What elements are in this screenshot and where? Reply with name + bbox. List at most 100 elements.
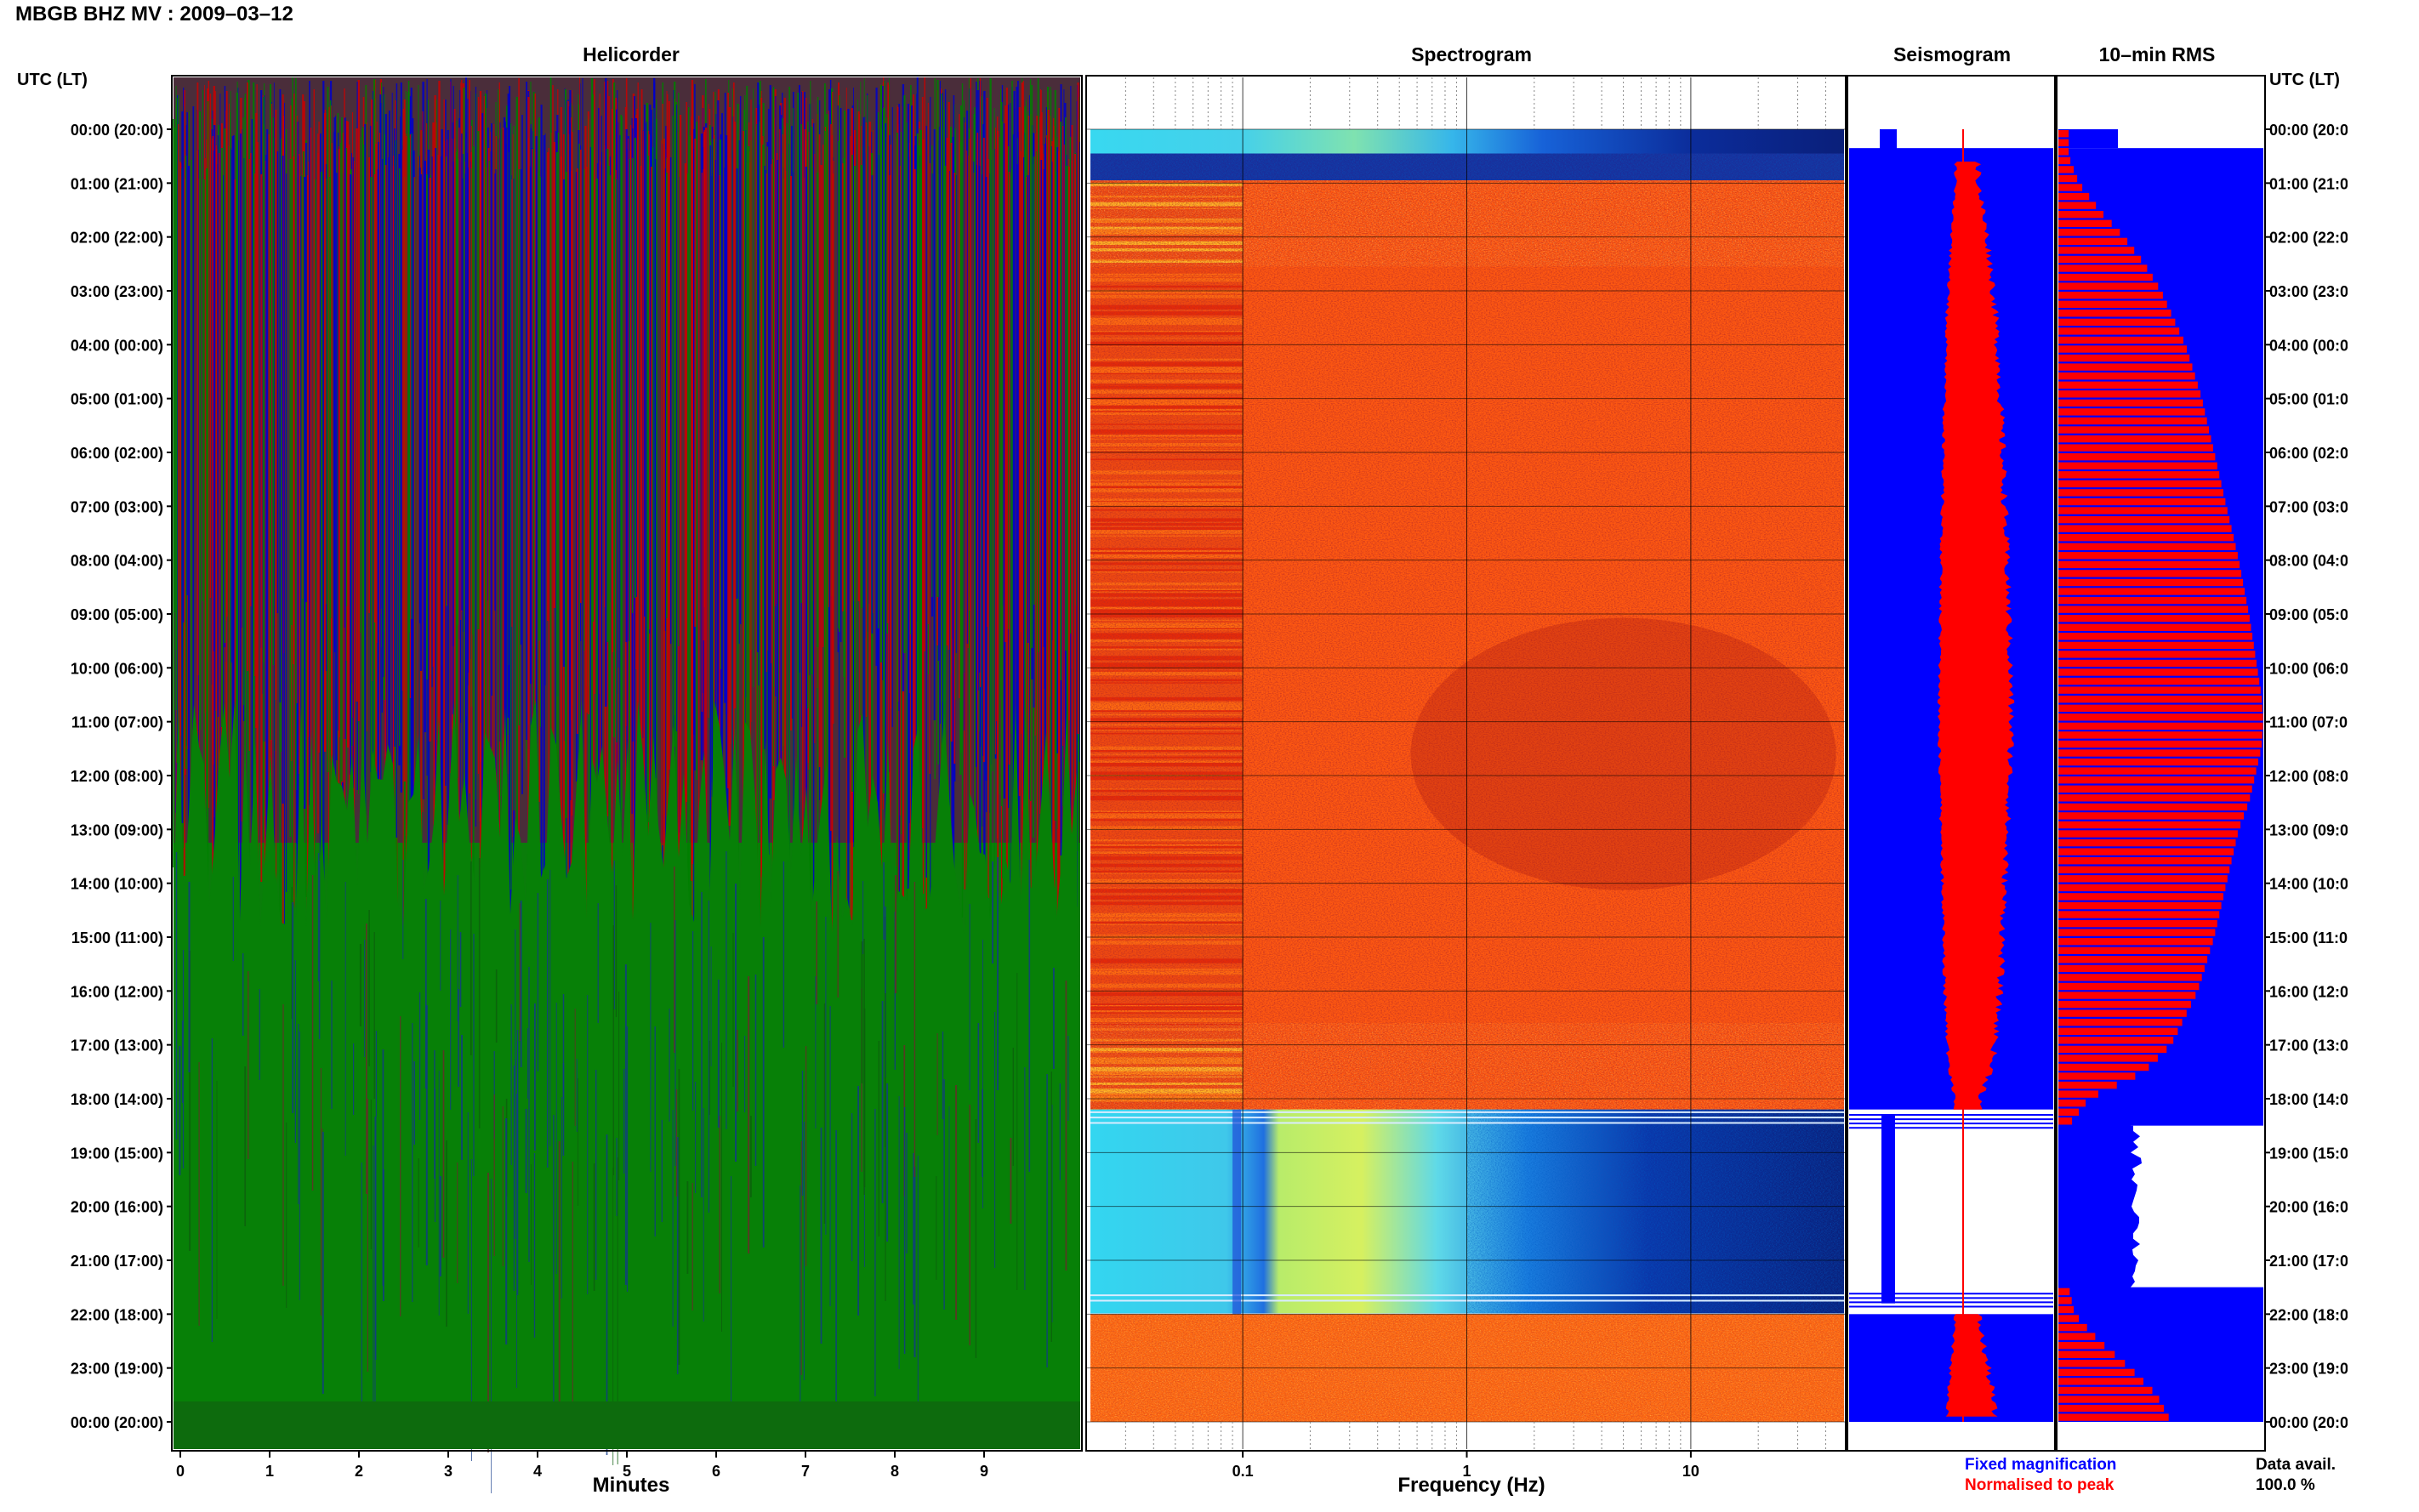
- time-label-right: 21:00 (17:00): [2269, 1253, 2362, 1270]
- rms-bar: [2058, 354, 2190, 362]
- time-label: 15:00 (11:00): [71, 929, 163, 946]
- rms-bar: [2058, 292, 2163, 299]
- rms-bar: [2058, 830, 2238, 838]
- rms-title: 10–min RMS: [2099, 43, 2216, 65]
- rms-bar: [2058, 543, 2236, 550]
- time-label-right: 04:00 (00:00): [2269, 337, 2362, 354]
- rms-bar: [2058, 1323, 2087, 1332]
- rms-bar: [2058, 184, 2083, 191]
- time-label: 00:00 (20:00): [71, 122, 163, 139]
- rms-bar: [2058, 623, 2251, 631]
- rms-bar: [2058, 130, 2069, 138]
- time-label-right: 20:00 (16:00): [2269, 1199, 2362, 1216]
- rms-bar: [2058, 1090, 2098, 1098]
- rms-bar: [2058, 237, 2128, 246]
- time-label: 07:00 (03:00): [71, 498, 163, 515]
- time-label-right: 17:00 (13:00): [2269, 1037, 2362, 1054]
- helicorder-xtick-label: 5: [623, 1463, 631, 1480]
- rms-bar: [2058, 722, 2263, 730]
- rms-bar: [2058, 426, 2210, 434]
- rms-bar: [2058, 1063, 2149, 1071]
- seismogram-frame: [1847, 75, 2056, 1452]
- rms-bar: [2058, 453, 2216, 461]
- rms-bar: [2058, 336, 2183, 344]
- rms-bar: [2058, 578, 2244, 587]
- time-label: 01:00 (21:00): [71, 175, 163, 192]
- time-label-right: 08:00 (04:00): [2269, 553, 2362, 570]
- rms-bar: [2058, 848, 2234, 855]
- time-label: 04:00 (00:00): [71, 337, 163, 354]
- time-labels-left: 00:00 (20:00) 01:00 (21:00) 02:00 (22:00) 0…: [71, 122, 172, 1431]
- rms-bar: [2058, 166, 2075, 173]
- rms-bar: [2058, 174, 2078, 183]
- rms-bar: [2058, 1342, 2105, 1350]
- rms-bar: [2058, 641, 2254, 650]
- rms-bar: [2058, 1360, 2126, 1367]
- time-label-right: 22:00 (18:00): [2269, 1306, 2362, 1323]
- rms-bar: [2058, 1315, 2080, 1322]
- rms-bar: [2058, 300, 2167, 308]
- rms-bar: [2058, 1072, 2136, 1080]
- spectrogram-panel: 0.1 1 10 Frequency (Hz): [1085, 75, 1847, 1497]
- time-label: 06:00 (02:00): [71, 445, 163, 462]
- time-label-right: 01:00 (21:00): [2269, 175, 2362, 192]
- rms-bar: [2058, 1100, 2086, 1107]
- rms-bar: [2058, 696, 2262, 703]
- helicorder-xlabel: Minutes: [593, 1474, 670, 1497]
- rms-bar: [2058, 219, 2112, 227]
- time-label: 02:00 (22:00): [71, 230, 163, 247]
- helicorder-traces: [173, 77, 1080, 1493]
- rms-bar: [2058, 381, 2198, 389]
- rms-bar: [2058, 1108, 2080, 1116]
- rms-bar: [2058, 812, 2245, 820]
- rms-bar: [2058, 668, 2258, 676]
- time-label: 18:00 (14:00): [71, 1091, 163, 1108]
- rms-bar: [2058, 1404, 2165, 1413]
- time-label: 17:00 (13:00): [71, 1037, 163, 1054]
- time-label-right: 07:00 (03:00): [2269, 498, 2362, 515]
- rms-bar: [2058, 345, 2187, 353]
- rms-bar: [2058, 677, 2260, 685]
- time-label-right: 11:00 (07:00): [2269, 714, 2361, 731]
- rms-bar: [2058, 992, 2196, 999]
- rms-bar: [2058, 605, 2249, 613]
- rms-bar: [2058, 552, 2238, 560]
- rms-bar: [2058, 444, 2213, 452]
- rms-bar: [2058, 202, 2097, 209]
- time-label: 03:00 (23:00): [71, 283, 163, 300]
- rms-bar: [2058, 919, 2217, 928]
- rms-bar: [2058, 929, 2216, 936]
- time-label: 11:00 (07:00): [71, 714, 163, 731]
- time-label: 21:00 (17:00): [71, 1253, 163, 1270]
- seismogram-panel: [1847, 75, 2056, 1452]
- rms-bar: [2058, 480, 2222, 488]
- time-label: 14:00 (10:00): [71, 876, 163, 893]
- spectrogram-xlabel: Frequency (Hz): [1397, 1474, 1545, 1497]
- rms-bar: [2058, 1350, 2115, 1358]
- rms-bar: [2058, 776, 2255, 784]
- time-label: 19:00 (15:00): [71, 1145, 163, 1162]
- rms-bar: [2058, 974, 2202, 981]
- rms-bar: [2058, 731, 2262, 739]
- rms-bar: [2058, 884, 2226, 892]
- time-label-right: 18:00 (14:00): [2269, 1091, 2362, 1108]
- rms-bar: [2058, 866, 2230, 873]
- rms-bar: [2058, 525, 2232, 532]
- helicorder-panel: 0 1 2 3 4 5 6 7 8 9 Minutes: [171, 75, 1083, 1497]
- figure-title: MBGB BHZ MV : 2009–03–12: [15, 3, 293, 26]
- rms-frame: [2056, 75, 2266, 1452]
- rms-bar: [2058, 901, 2222, 910]
- time-label: 10:00 (06:00): [71, 660, 163, 677]
- rms-bar: [2058, 247, 2135, 254]
- rms-bar: [2058, 758, 2258, 766]
- time-label: 08:00 (04:00): [71, 553, 163, 570]
- rms-bar: [2058, 273, 2153, 281]
- rms-bar: [2058, 875, 2228, 883]
- rms-bar: [2058, 497, 2226, 506]
- rms-bar: [2058, 211, 2103, 219]
- rms-bar: [2058, 462, 2217, 469]
- rms-bar: [2058, 310, 2171, 317]
- helicorder-xtick-label: 2: [355, 1463, 363, 1480]
- rms-bar: [2058, 651, 2256, 658]
- rms-bar: [2058, 785, 2252, 793]
